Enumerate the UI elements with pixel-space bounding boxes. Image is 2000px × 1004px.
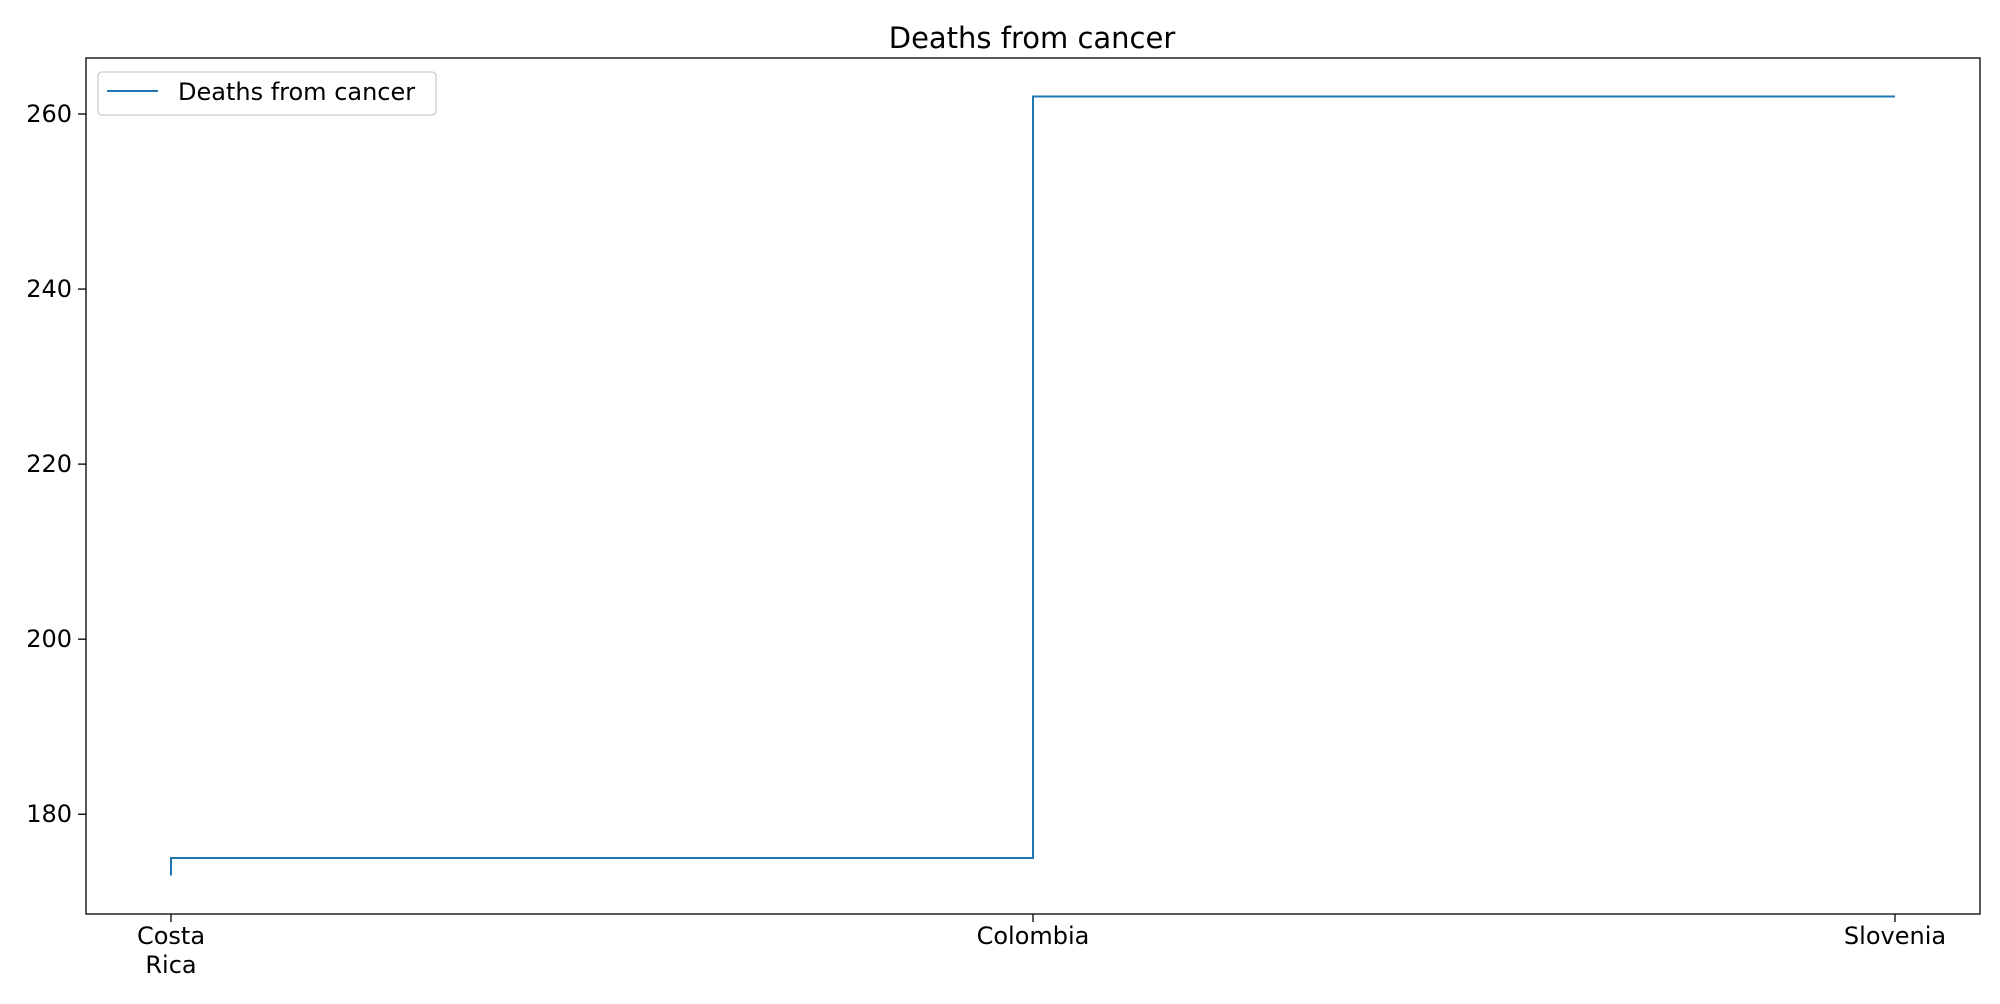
series-line-0 (170, 95, 1895, 876)
x-axis-ticks: Costa Rica Colombia Slovenia (137, 914, 1946, 979)
legend: Deaths from cancer (97, 71, 437, 116)
legend-label: Deaths from cancer (178, 78, 415, 106)
x-tick-label: Colombia (977, 922, 1090, 950)
x-tick-label: Slovenia (1844, 922, 1946, 950)
y-tick-label: 220 (26, 450, 72, 478)
legend-box (97, 71, 437, 116)
plot-area-frame (85, 57, 1981, 915)
series-group (170, 95, 1895, 876)
y-tick-label: 240 (26, 275, 72, 303)
y-tick-label: 200 (26, 625, 72, 653)
y-tick-label: 180 (26, 800, 72, 828)
y-tick-label: 260 (26, 100, 72, 128)
chart-title: Deaths from cancer (889, 21, 1176, 55)
x-tick-label: Costa Rica (137, 922, 205, 979)
y-axis-ticks: 180 200 220 240 260 (26, 100, 86, 828)
